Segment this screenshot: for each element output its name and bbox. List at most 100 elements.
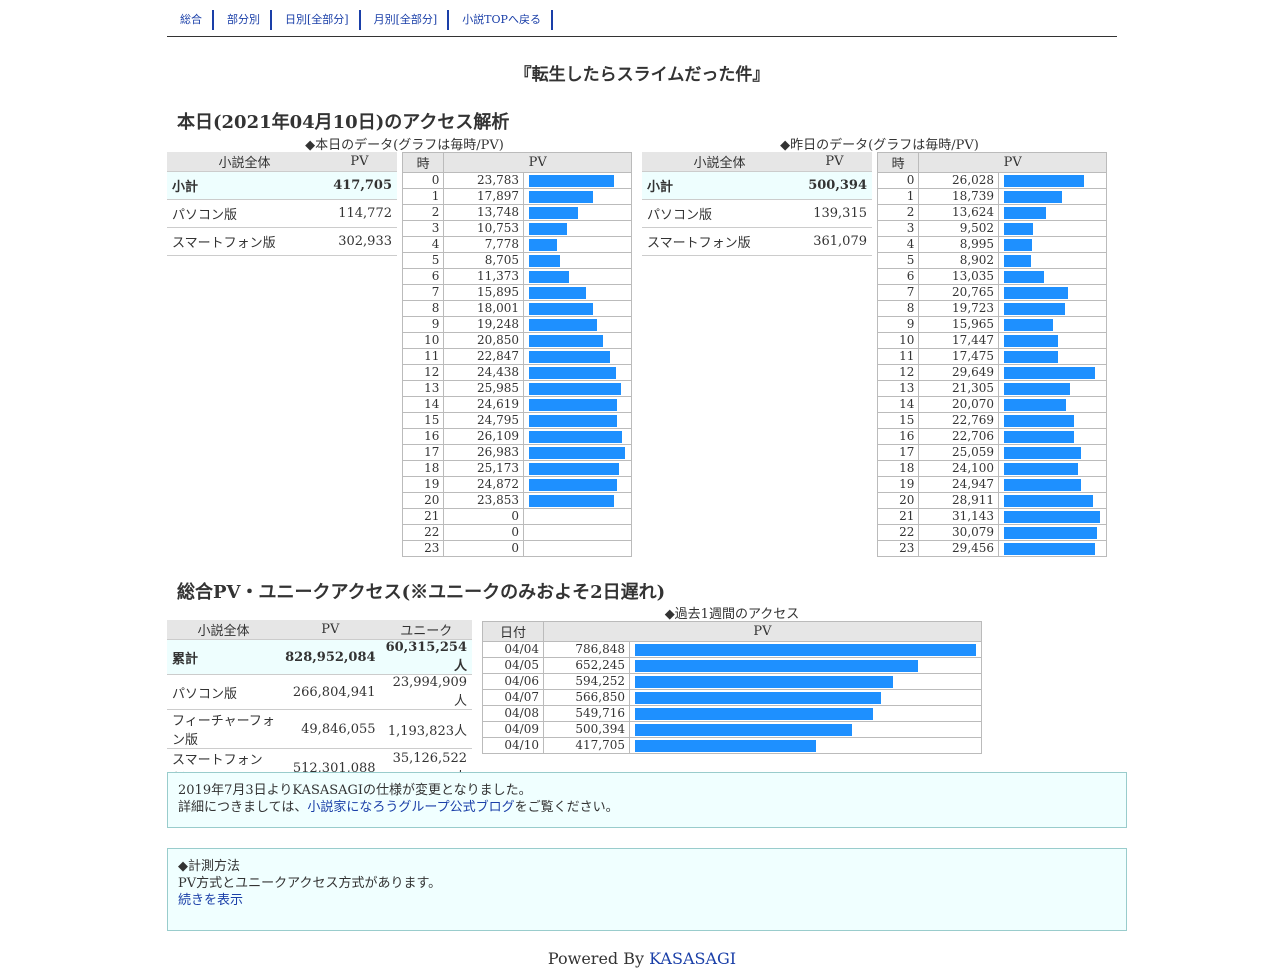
hour-pv: 24,795 bbox=[443, 412, 525, 429]
hour-pv: 0 bbox=[443, 540, 525, 557]
hour-bar-cell bbox=[523, 316, 632, 333]
hour-label: 22 bbox=[401, 524, 445, 541]
hour-label: 16 bbox=[876, 428, 920, 445]
hourly-header-pv: PV bbox=[443, 152, 632, 173]
hour-row: 16 22,706 bbox=[876, 428, 1107, 445]
week-bar-cell bbox=[629, 737, 982, 754]
hour-pv: 8,902 bbox=[918, 252, 1000, 269]
hour-bar bbox=[1004, 494, 1094, 507]
hour-bar-cell bbox=[998, 172, 1107, 189]
hour-bar-cell bbox=[998, 492, 1107, 509]
summary-pv: 114,772 bbox=[322, 199, 397, 228]
total-row: パソコン版 266,804,941 23,994,909人 bbox=[167, 674, 472, 710]
hour-row: 12 24,438 bbox=[401, 364, 632, 381]
hour-label: 14 bbox=[876, 396, 920, 413]
notice-line2-suffix: をご覧ください。 bbox=[514, 800, 619, 815]
hour-label: 2 bbox=[876, 204, 920, 221]
nav-link-3[interactable]: 月別[全部分] bbox=[361, 10, 450, 30]
hour-row: 9 15,965 bbox=[876, 316, 1107, 333]
hour-row: 23 29,456 bbox=[876, 540, 1107, 557]
official-blog-link[interactable]: 小説家になろうグループ公式ブログ bbox=[307, 800, 515, 815]
hour-row: 3 9,502 bbox=[876, 220, 1107, 237]
hour-bar-cell bbox=[998, 348, 1107, 365]
hourly-header-hour: 時 bbox=[401, 152, 445, 173]
week-header-date: 日付 bbox=[482, 621, 544, 642]
hour-bar bbox=[1004, 366, 1096, 379]
hour-label: 20 bbox=[401, 492, 445, 509]
today-hourly-table: 時 PV 0 23,783 1 17,897 2 13,748 3 10,753 4 7,778 5… bbox=[401, 152, 632, 557]
hour-row: 22 30,079 bbox=[876, 524, 1107, 541]
hour-row: 18 25,173 bbox=[401, 460, 632, 477]
total-label: 累計 bbox=[167, 639, 281, 675]
hour-row: 15 24,795 bbox=[401, 412, 632, 429]
hour-bar bbox=[1004, 510, 1101, 523]
hour-pv: 20,070 bbox=[918, 396, 1000, 413]
hour-pv: 17,447 bbox=[918, 332, 1000, 349]
hour-row: 18 24,100 bbox=[876, 460, 1107, 477]
hour-bar bbox=[1004, 270, 1045, 283]
hour-pv: 21,305 bbox=[918, 380, 1000, 397]
hour-bar-cell bbox=[523, 172, 632, 189]
week-bar-cell bbox=[629, 721, 982, 738]
hour-row: 1 18,739 bbox=[876, 188, 1107, 205]
total-row: フィーチャーフォン版 49,846,055 1,193,823人 bbox=[167, 709, 472, 749]
hour-row: 5 8,705 bbox=[401, 252, 632, 269]
hour-pv: 8,705 bbox=[443, 252, 525, 269]
hour-label: 21 bbox=[876, 508, 920, 525]
hour-pv: 19,248 bbox=[443, 316, 525, 333]
measurement-text: PV方式とユニークアクセス方式があります。 bbox=[178, 876, 442, 891]
week-bar bbox=[635, 739, 816, 752]
total-unique: 60,315,254人 bbox=[380, 639, 472, 675]
hour-label: 10 bbox=[876, 332, 920, 349]
hour-bar bbox=[529, 478, 618, 491]
hour-row: 4 7,778 bbox=[401, 236, 632, 253]
hour-pv: 20,850 bbox=[443, 332, 525, 349]
hour-pv: 25,059 bbox=[918, 444, 1000, 461]
nav-link-2[interactable]: 日別[全部分] bbox=[272, 10, 361, 30]
hour-row: 15 22,769 bbox=[876, 412, 1107, 429]
nav-link-4[interactable]: 小説TOPへ戻る bbox=[449, 10, 553, 30]
hour-row: 14 20,070 bbox=[876, 396, 1107, 413]
show-more-link[interactable]: 続きを表示 bbox=[178, 893, 244, 908]
hour-label: 5 bbox=[876, 252, 920, 269]
hour-row: 16 26,109 bbox=[401, 428, 632, 445]
hour-bar-cell bbox=[998, 300, 1107, 317]
hour-row: 14 24,619 bbox=[401, 396, 632, 413]
hour-pv: 7,778 bbox=[443, 236, 525, 253]
hour-label: 13 bbox=[876, 380, 920, 397]
hour-bar-cell bbox=[998, 396, 1107, 413]
hour-bar-cell bbox=[523, 252, 632, 269]
hour-row: 9 19,248 bbox=[401, 316, 632, 333]
hour-bar-cell bbox=[998, 316, 1107, 333]
total-header-pv: PV bbox=[280, 620, 381, 640]
week-date: 04/08 bbox=[482, 705, 544, 722]
hour-pv: 9,502 bbox=[918, 220, 1000, 237]
hour-bar bbox=[1004, 398, 1067, 411]
kasasagi-link[interactable]: KASASAGI bbox=[649, 949, 737, 968]
summary-header-pv: PV bbox=[322, 152, 397, 172]
hour-bar bbox=[529, 206, 579, 219]
hour-bar bbox=[529, 462, 620, 475]
hour-pv: 22,769 bbox=[918, 412, 1000, 429]
nav-link-0[interactable]: 総合 bbox=[167, 10, 214, 30]
hour-row: 13 25,985 bbox=[401, 380, 632, 397]
hour-bar bbox=[529, 238, 558, 251]
hour-bar-cell bbox=[998, 524, 1107, 541]
hour-bar-cell bbox=[998, 364, 1107, 381]
hour-bar-cell bbox=[998, 268, 1107, 285]
hour-pv: 26,028 bbox=[918, 172, 1000, 189]
summary-pv: 500,394 bbox=[797, 171, 872, 200]
hour-bar bbox=[1004, 254, 1032, 267]
hour-label: 17 bbox=[876, 444, 920, 461]
week-row: 04/06 594,252 bbox=[482, 673, 982, 690]
hour-row: 7 20,765 bbox=[876, 284, 1107, 301]
nav-link-1[interactable]: 部分別 bbox=[214, 10, 272, 30]
hour-bar bbox=[529, 190, 594, 203]
hour-row: 8 18,001 bbox=[401, 300, 632, 317]
hour-row: 12 29,649 bbox=[876, 364, 1107, 381]
hour-bar-cell bbox=[998, 380, 1107, 397]
summary-label: 小計 bbox=[642, 171, 797, 200]
week-pv: 549,716 bbox=[543, 705, 630, 722]
hour-bar-cell bbox=[998, 252, 1107, 269]
hour-bar-cell bbox=[998, 220, 1107, 237]
